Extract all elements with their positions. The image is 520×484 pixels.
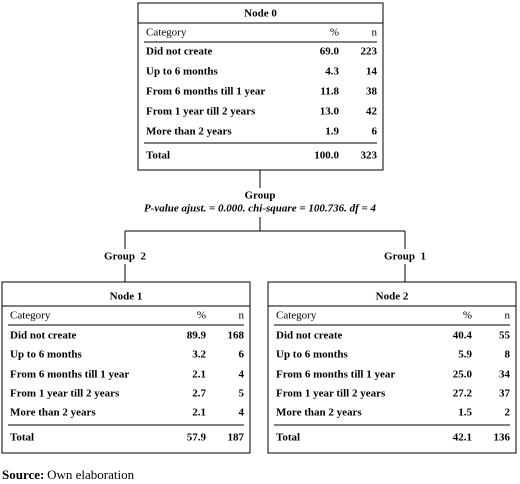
column-header: Category bbox=[276, 310, 317, 322]
row-cell: 3.2 bbox=[192, 349, 206, 361]
row-cell: More than 2 years bbox=[146, 126, 232, 138]
row-cell: 2 bbox=[505, 407, 511, 419]
branch-label: Group 1 bbox=[384, 251, 426, 263]
row-cell: 5 bbox=[239, 388, 245, 400]
column-header: Category bbox=[10, 310, 51, 322]
total-cell: 136 bbox=[494, 432, 511, 444]
total-cell: 57.9 bbox=[187, 432, 207, 444]
column-header: n bbox=[372, 27, 378, 39]
column-header: Category bbox=[146, 27, 187, 39]
row-cell: From 6 months till 1 year bbox=[276, 369, 395, 381]
row-cell: 6 bbox=[372, 126, 378, 138]
row-cell: 27.2 bbox=[453, 388, 473, 400]
source: Source: Own elaboration bbox=[2, 467, 135, 482]
row-cell: 38 bbox=[366, 86, 378, 98]
row-cell: Up to 6 months bbox=[10, 349, 83, 361]
row-cell: 14 bbox=[366, 66, 378, 78]
row-cell: 34 bbox=[499, 369, 511, 381]
split-stats: P-value ajust. = 0.000. chi-square = 100… bbox=[144, 203, 377, 215]
row-cell: Up to 6 months bbox=[146, 66, 219, 78]
row-cell: 11.8 bbox=[320, 86, 339, 98]
node-title: Node 2 bbox=[376, 291, 409, 303]
row-cell: 4.3 bbox=[325, 66, 339, 78]
row-cell: 5.9 bbox=[458, 349, 472, 361]
total-cell: Total bbox=[276, 432, 300, 444]
node-title: Node 0 bbox=[244, 8, 277, 20]
node-box bbox=[267, 281, 517, 454]
row-cell: Did not create bbox=[276, 330, 343, 342]
row-cell: 8 bbox=[505, 349, 511, 361]
row-cell: From 1 year till 2 years bbox=[10, 388, 120, 400]
row-cell: 25.0 bbox=[453, 369, 473, 381]
split-variable: Group bbox=[245, 190, 276, 202]
row-cell: 2.1 bbox=[192, 407, 206, 419]
row-cell: 42 bbox=[366, 106, 378, 118]
row-cell: 2.7 bbox=[192, 388, 206, 400]
row-cell: More than 2 years bbox=[10, 407, 96, 419]
row-cell: From 1 year till 2 years bbox=[146, 106, 256, 118]
row-cell: 69.0 bbox=[320, 46, 340, 58]
row-cell: More than 2 years bbox=[276, 407, 362, 419]
total-cell: 42.1 bbox=[453, 432, 472, 444]
total-cell: 323 bbox=[361, 150, 378, 162]
row-cell: 37 bbox=[499, 388, 511, 400]
row-cell: 4 bbox=[239, 369, 245, 381]
row-cell: From 1 year till 2 years bbox=[276, 388, 386, 400]
row-cell: 1.9 bbox=[325, 126, 339, 138]
source-text: Own elaboration bbox=[47, 467, 135, 482]
total-cell: Total bbox=[146, 150, 170, 162]
row-cell: From 6 months till 1 year bbox=[146, 86, 265, 98]
total-cell: 187 bbox=[228, 432, 245, 444]
row-cell: Did not create bbox=[146, 46, 213, 58]
node-title: Node 1 bbox=[110, 291, 143, 303]
column-header: % bbox=[197, 310, 206, 322]
row-cell: 1.5 bbox=[458, 407, 472, 419]
node-box bbox=[137, 2, 384, 171]
total-cell: Total bbox=[10, 432, 34, 444]
row-cell: 89.9 bbox=[187, 330, 207, 342]
total-cell: 100.0 bbox=[314, 150, 339, 162]
column-header: n bbox=[239, 310, 245, 322]
row-cell: 168 bbox=[228, 330, 245, 342]
node-box bbox=[1, 281, 251, 454]
row-cell: 6 bbox=[239, 349, 245, 361]
row-cell: 2.1 bbox=[192, 369, 206, 381]
row-cell: From 6 months till 1 year bbox=[10, 369, 129, 381]
row-cell: 4 bbox=[239, 407, 245, 419]
row-cell: 40.4 bbox=[453, 330, 473, 342]
source-label: Source: bbox=[2, 467, 44, 482]
column-header: n bbox=[505, 310, 511, 322]
row-cell: 223 bbox=[361, 46, 378, 58]
row-cell: 55 bbox=[499, 330, 511, 342]
branch-label: Group 2 bbox=[104, 251, 146, 263]
column-header: % bbox=[330, 27, 339, 39]
row-cell: Up to 6 months bbox=[276, 349, 349, 361]
row-cell: Did not create bbox=[10, 330, 77, 342]
row-cell: 13.0 bbox=[320, 106, 340, 118]
column-header: % bbox=[463, 310, 472, 322]
